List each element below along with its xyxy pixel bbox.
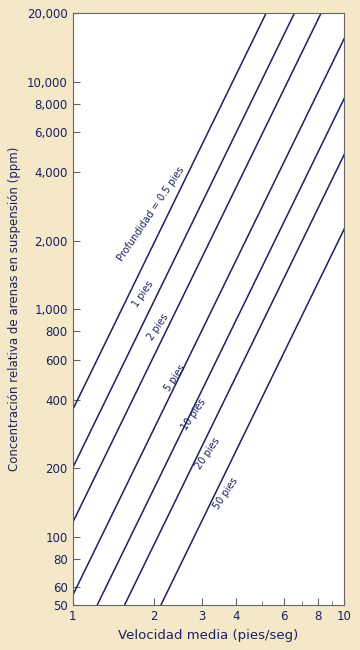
Text: 50 pies: 50 pies (212, 476, 240, 511)
Y-axis label: Concentración relativa de arenas en suspensión (ppm): Concentración relativa de arenas en susp… (8, 147, 21, 471)
X-axis label: Velocidad media (pies/seg): Velocidad media (pies/seg) (118, 629, 298, 642)
Text: 10 pies: 10 pies (179, 396, 207, 432)
Text: 1 pies: 1 pies (130, 280, 155, 309)
Text: 2 pies: 2 pies (146, 312, 171, 342)
Text: 5 pies: 5 pies (162, 363, 187, 393)
Text: 20 pies: 20 pies (194, 436, 222, 471)
Text: Profundidad = 0.5 pies: Profundidad = 0.5 pies (116, 165, 186, 263)
